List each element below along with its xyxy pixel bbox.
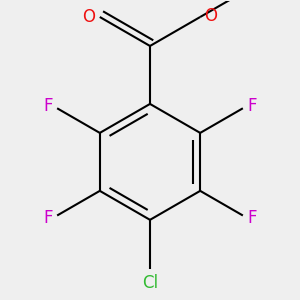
Text: F: F bbox=[43, 209, 52, 227]
Text: O: O bbox=[204, 7, 217, 25]
Text: F: F bbox=[43, 97, 52, 115]
Text: Cl: Cl bbox=[142, 274, 158, 292]
Text: F: F bbox=[248, 97, 257, 115]
Text: F: F bbox=[248, 209, 257, 227]
Text: O: O bbox=[82, 8, 95, 26]
